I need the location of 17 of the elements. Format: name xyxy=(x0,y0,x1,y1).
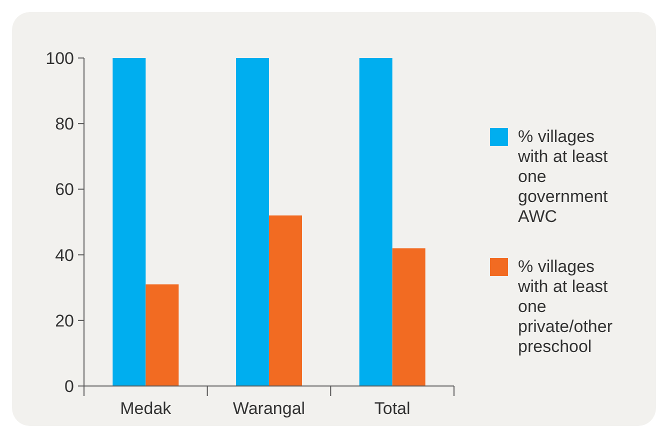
bar xyxy=(392,248,426,386)
bar xyxy=(269,215,302,386)
x-tick-label: Warangal xyxy=(232,399,306,418)
y-tick-label: 20 xyxy=(55,311,74,330)
x-tick-label: Total xyxy=(374,399,410,418)
x-tick-label: Medak xyxy=(120,399,172,418)
y-tick-label: 60 xyxy=(55,180,74,200)
y-tick-label: 100 xyxy=(46,49,74,68)
legend-label: % villages with at least one private/other preschool xyxy=(517,257,613,356)
y-tick-label: 0 xyxy=(64,377,74,396)
y-tick-label: 80 xyxy=(55,114,74,134)
bar xyxy=(236,58,269,386)
bar xyxy=(359,58,392,386)
y-tick-label: 40 xyxy=(55,246,74,265)
bar xyxy=(112,58,146,386)
legend-label: % villages with at least one government AWC xyxy=(517,127,608,226)
bar xyxy=(146,284,179,386)
